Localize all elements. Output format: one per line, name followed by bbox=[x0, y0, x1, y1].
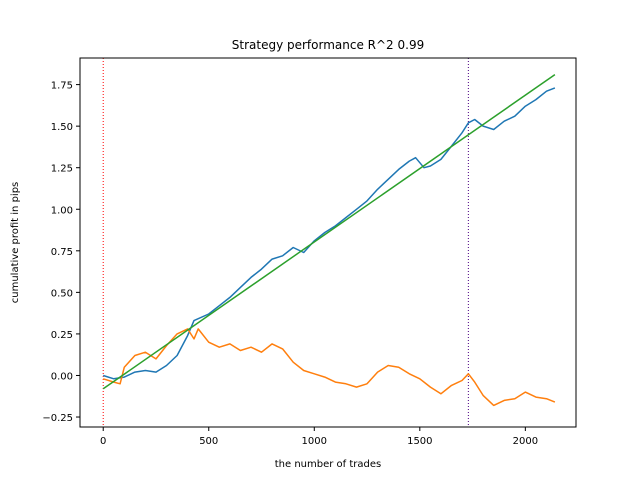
x-tick-label: 2000 bbox=[513, 436, 538, 447]
y-tick-label: 1.00 bbox=[51, 205, 73, 216]
y-tick-label: 0.75 bbox=[51, 247, 73, 258]
series-line-0 bbox=[102, 87, 556, 380]
chart-title: Strategy performance R^2 0.99 bbox=[232, 38, 424, 52]
series-line-1 bbox=[102, 328, 556, 407]
x-axis-label: the number of trades bbox=[275, 459, 381, 470]
x-tick-label: 1500 bbox=[407, 436, 432, 447]
x-tick-label: 500 bbox=[199, 436, 218, 447]
y-tick-label: 1.75 bbox=[51, 81, 73, 92]
x-tick-label: 0 bbox=[100, 436, 106, 447]
axes-frame bbox=[79, 57, 577, 428]
ticks: 0 500 1000 1500 2000 −0.25 0.00 0.25 0.50 0.75 1.0… bbox=[42, 81, 538, 447]
y-tick-label: 0.50 bbox=[51, 288, 73, 299]
y-tick-label: 1.50 bbox=[51, 122, 73, 133]
x-tick-label: 1000 bbox=[302, 436, 327, 447]
y-tick-label: −0.25 bbox=[42, 413, 73, 424]
y-tick-label: 1.25 bbox=[51, 164, 73, 175]
series-line-2 bbox=[102, 73, 556, 390]
y-axis-label: cumulative profit in pips bbox=[10, 182, 21, 304]
y-tick-label: 0.25 bbox=[51, 330, 73, 341]
y-tick-label: 0.00 bbox=[51, 371, 73, 382]
plot-area bbox=[102, 58, 556, 427]
